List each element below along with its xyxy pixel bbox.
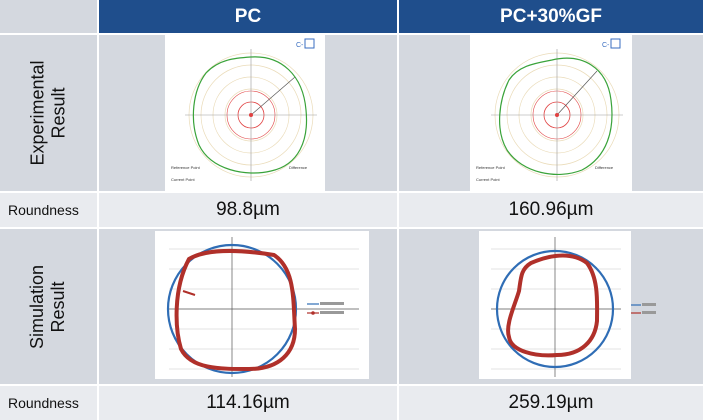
svg-text:C-: C- [296, 42, 304, 49]
svg-text:Difference: Difference [289, 165, 308, 170]
roundness-pc-experimental: 98.8µm [99, 193, 397, 227]
experimental-pcgf-cell: Reference Point Current Point Difference… [399, 35, 703, 191]
corner-cell [0, 0, 97, 33]
experimental-label-line1: Experimental [27, 60, 48, 166]
simulation-label-line1: Simulation [27, 264, 48, 349]
polar-plot-pcgf: Reference Point Current Point Difference… [470, 35, 632, 191]
header-pc-gf: PC+30%GF [399, 0, 703, 33]
roundness-pc-simulation: 114.16µm [99, 386, 397, 420]
experimental-label-line2: Result [48, 87, 69, 139]
simulation-plot-pcgf [479, 231, 656, 379]
svg-text:Current Point: Current Point [171, 177, 195, 182]
roundness-label-2: Roundness [0, 386, 97, 420]
svg-text:Reference Point: Reference Point [171, 165, 201, 170]
roundness-pcgf-experimental: 160.96µm [399, 193, 703, 227]
experimental-pc-cell: Reference Point Current Point Difference… [99, 35, 397, 191]
simulation-label-line2: Result [48, 280, 69, 333]
svg-text:Difference: Difference [595, 165, 614, 170]
simulation-pcgf-cell [399, 229, 703, 384]
simulation-pc-cell [99, 229, 397, 384]
header-pc: PC [99, 0, 397, 33]
simulation-result-label: Simulation Result [0, 229, 97, 384]
simulation-plot-pc [155, 231, 369, 379]
roundness-pcgf-simulation: 259.19µm [399, 386, 703, 420]
experimental-result-label: Experimental Result [0, 35, 97, 191]
svg-text:Current Point: Current Point [476, 177, 500, 182]
svg-text:Reference Point: Reference Point [476, 165, 506, 170]
svg-text:C-: C- [602, 42, 610, 49]
roundness-label-1: Roundness [0, 193, 97, 227]
polar-plot-pc: Reference Point Current Point Difference… [165, 35, 325, 191]
